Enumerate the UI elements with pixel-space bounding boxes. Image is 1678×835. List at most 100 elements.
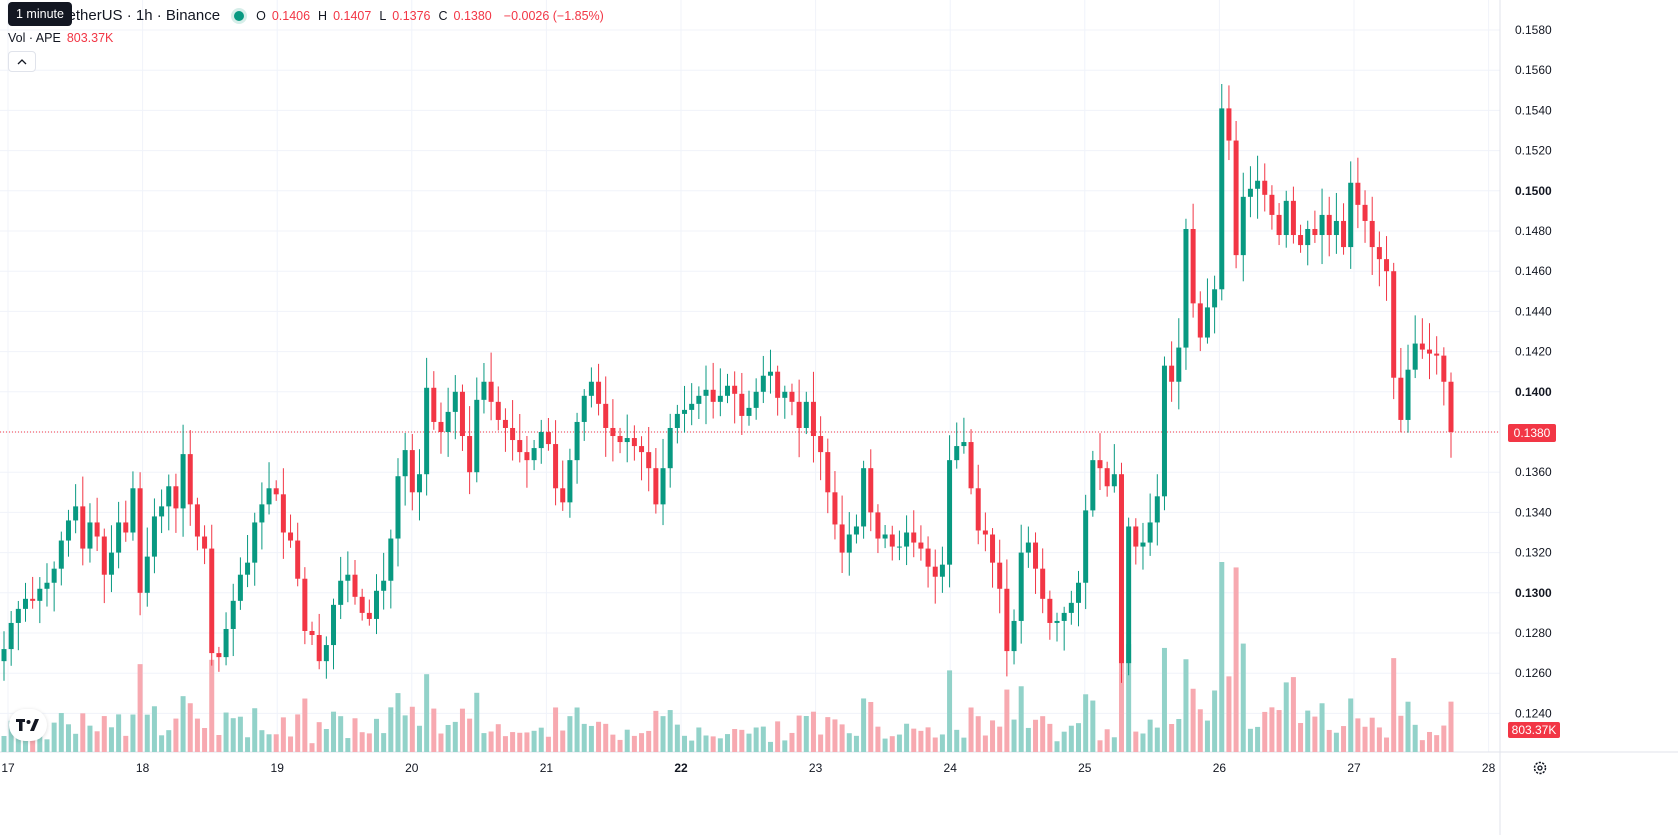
candle <box>545 417 551 451</box>
candle-body <box>216 653 222 658</box>
tradingview-logo-icon[interactable] <box>9 709 47 741</box>
candle <box>266 462 272 515</box>
candle-body <box>1169 365 1175 382</box>
market-status-icon[interactable] <box>234 10 245 21</box>
symbol-title[interactable]: TetherUS · 1h · Binance <box>60 7 221 24</box>
candle-body <box>825 452 831 493</box>
volume-bar <box>789 732 795 752</box>
candle-body <box>1290 200 1296 236</box>
candle <box>1341 203 1347 255</box>
candle <box>459 384 465 451</box>
volume-label[interactable]: Vol · APE <box>8 31 61 45</box>
volume-bar <box>8 720 14 752</box>
candle-body <box>954 446 960 461</box>
candle <box>603 376 609 457</box>
candle-body <box>545 432 551 445</box>
candle <box>37 577 43 624</box>
candle-body <box>51 568 57 583</box>
volume-bar <box>1305 710 1311 752</box>
candle-body <box>882 534 888 539</box>
candle <box>216 646 222 672</box>
candle <box>273 480 279 501</box>
volume-bar <box>1441 725 1447 752</box>
candle <box>352 560 358 605</box>
candle-body <box>918 542 924 549</box>
candle <box>1326 196 1332 257</box>
gear-icon <box>1533 761 1547 775</box>
candle-body <box>1355 182 1361 205</box>
candle-body <box>58 540 64 569</box>
volume-bar <box>1219 562 1225 752</box>
candle-body <box>853 526 859 535</box>
volume-bar <box>245 737 251 752</box>
settings-gear-icon[interactable] <box>1530 758 1550 778</box>
volume-bar <box>295 714 301 752</box>
candle-body <box>187 454 193 505</box>
candle <box>1169 341 1175 402</box>
candle-body <box>1448 381 1454 432</box>
volume-bar <box>1276 710 1282 752</box>
volume-bar <box>166 730 172 752</box>
candle-body <box>796 401 802 428</box>
candle-body <box>467 436 473 473</box>
candle <box>524 436 530 488</box>
x-tick-label: 20 <box>405 761 419 775</box>
volume-bar <box>94 731 100 752</box>
volume-bar <box>1384 737 1390 752</box>
candle-body <box>1276 214 1282 236</box>
candle <box>87 503 93 563</box>
candle-body <box>581 395 587 422</box>
volume-bar <box>30 737 36 752</box>
candle <box>1040 548 1046 614</box>
candle-body <box>947 460 953 565</box>
candle-body <box>44 582 50 589</box>
volume-bar <box>861 698 867 752</box>
close-label: C <box>438 8 448 23</box>
candle-body <box>982 530 988 535</box>
candle-body <box>617 436 623 443</box>
volume-bar <box>710 736 716 752</box>
candle-body <box>452 391 458 412</box>
candle <box>280 468 286 559</box>
volume-bar <box>65 724 71 752</box>
volume-bar <box>373 718 379 752</box>
volume-bar <box>975 716 981 752</box>
candle-body <box>1283 200 1289 236</box>
candle <box>366 599 372 626</box>
time-axis[interactable]: 17 18 19 20 21 22 23 24 25 26 27 28 <box>1 761 1495 775</box>
candle-body <box>1076 582 1082 603</box>
volume-bar <box>1083 694 1089 752</box>
volume-bar <box>1018 686 1024 752</box>
candle-body <box>73 506 79 521</box>
candle <box>1154 474 1160 546</box>
candle-body <box>689 403 695 410</box>
candle <box>1369 196 1375 275</box>
candle-body <box>1047 598 1053 623</box>
candle <box>51 561 57 612</box>
candle <box>502 408 508 452</box>
candle-body <box>739 393 745 416</box>
candle <box>159 489 165 534</box>
volume-bar <box>467 718 473 752</box>
candle <box>474 377 480 483</box>
candle <box>1133 518 1139 565</box>
volume-bar <box>653 710 659 752</box>
candle <box>173 473 179 533</box>
candle-body <box>438 421 444 432</box>
volume-bar <box>1147 719 1153 752</box>
price-axis[interactable]: 0.1580 0.1560 0.1540 0.1520 0.1500 0.1480 0.14… <box>1515 23 1552 720</box>
candle <box>775 365 781 416</box>
candle-body <box>223 628 229 658</box>
candle <box>8 611 14 666</box>
collapse-legend-button[interactable] <box>8 51 36 72</box>
candle <box>789 383 795 416</box>
volume-bar <box>1427 731 1433 752</box>
candle <box>939 546 945 593</box>
candle <box>381 552 387 610</box>
volume-bar <box>1111 737 1117 752</box>
candle-body <box>230 600 236 629</box>
candle <box>868 449 874 532</box>
candle <box>65 509 71 557</box>
candle-body <box>1376 247 1382 260</box>
